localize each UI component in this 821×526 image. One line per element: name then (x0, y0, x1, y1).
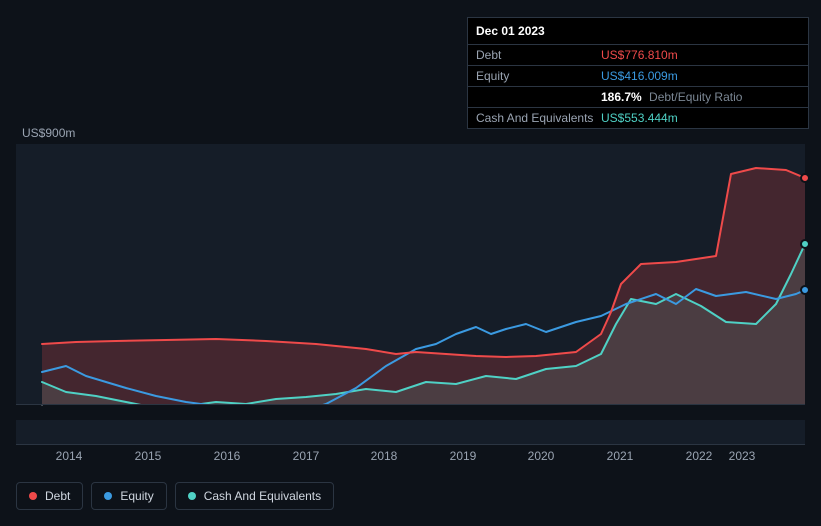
tooltip-row-ratio: 186.7% Debt/Equity Ratio (468, 87, 808, 108)
x-axis-label: 2015 (135, 449, 162, 463)
x-axis-label: 2022 (686, 449, 713, 463)
x-axis-label: 2014 (56, 449, 83, 463)
chart-plot (16, 144, 805, 404)
tooltip-ratio-label: Debt/Equity Ratio (649, 90, 742, 104)
x-axis-label: 2020 (528, 449, 555, 463)
series-end-marker (800, 285, 810, 295)
legend-item[interactable]: Cash And Equivalents (175, 482, 334, 510)
plot-background-neg (16, 420, 805, 444)
x-axis-label: 2023 (729, 449, 756, 463)
tooltip-label: Cash And Equivalents (476, 111, 601, 125)
legend-label: Equity (120, 489, 153, 503)
x-axis-label: 2021 (607, 449, 634, 463)
x-axis-label: 2018 (371, 449, 398, 463)
tooltip-label: Debt (476, 48, 601, 62)
x-axis: 2014 2015 2016 2017 2018 2019 2020 2021 2022 2023 (16, 449, 805, 469)
tooltip-value: US$553.444m (601, 111, 678, 125)
series-end-marker (800, 239, 810, 249)
tooltip-label (476, 90, 601, 104)
tooltip-row-equity: Equity US$416.009m (468, 66, 808, 87)
legend-dot-icon (104, 492, 112, 500)
legend-item[interactable]: Equity (91, 482, 166, 510)
tooltip-ratio-pct: 186.7% (601, 90, 642, 104)
gridline (16, 404, 805, 405)
x-axis-label: 2019 (450, 449, 477, 463)
series-end-marker (800, 173, 810, 183)
tooltip: Dec 01 2023 Debt US$776.810m Equity US$4… (467, 17, 809, 129)
legend-dot-icon (188, 492, 196, 500)
tooltip-date: Dec 01 2023 (468, 18, 808, 45)
legend-item[interactable]: Debt (16, 482, 83, 510)
legend-label: Debt (45, 489, 70, 503)
legend-dot-icon (29, 492, 37, 500)
gridline (16, 444, 805, 445)
tooltip-row-cash: Cash And Equivalents US$553.444m (468, 108, 808, 128)
legend-label: Cash And Equivalents (204, 489, 321, 503)
tooltip-value: US$416.009m (601, 69, 678, 83)
ylabel-900: US$900m (22, 126, 75, 140)
x-axis-label: 2016 (214, 449, 241, 463)
tooltip-row-debt: Debt US$776.810m (468, 45, 808, 66)
x-axis-label: 2017 (293, 449, 320, 463)
tooltip-label: Equity (476, 69, 601, 83)
legend: Debt Equity Cash And Equivalents (16, 482, 334, 510)
tooltip-value: US$776.810m (601, 48, 678, 62)
